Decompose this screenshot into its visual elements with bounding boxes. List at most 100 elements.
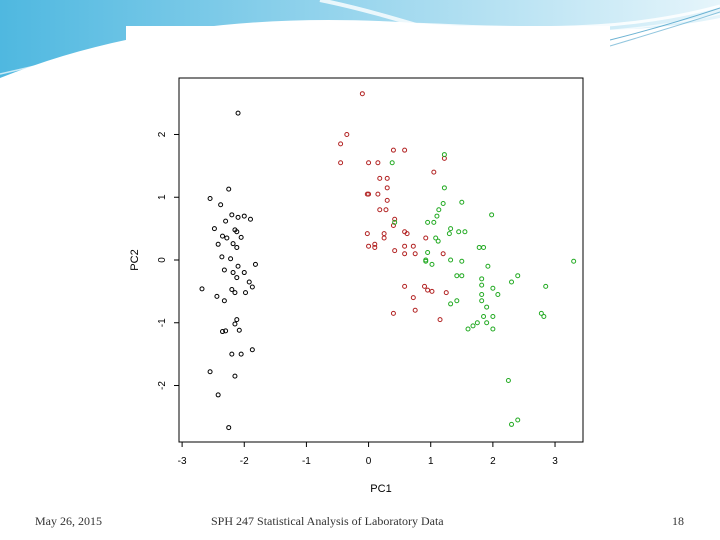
data-point (490, 285, 496, 291)
data-point (479, 292, 485, 298)
header-swoosh (0, 0, 720, 78)
data-point (448, 301, 454, 307)
data-point (422, 283, 428, 289)
x-tick-label: 3 (552, 456, 558, 467)
data-point (229, 286, 235, 292)
data-point (484, 320, 490, 326)
data-point (446, 231, 452, 237)
data-point (515, 417, 521, 423)
data-point (476, 244, 482, 250)
data-point (364, 231, 370, 237)
data-point (230, 241, 236, 247)
data-point (429, 288, 435, 294)
footer-title: SPH 247 Statistical Analysis of Laborato… (211, 514, 444, 528)
data-point (372, 244, 378, 250)
data-point (215, 392, 221, 398)
data-point (437, 317, 443, 323)
data-point (232, 321, 238, 327)
data-point (485, 263, 491, 269)
data-point (359, 91, 365, 97)
data-point (402, 243, 408, 249)
x-tick-label: 2 (490, 456, 496, 467)
data-point (243, 290, 249, 296)
data-point (219, 254, 225, 260)
data-point (441, 185, 447, 191)
data-point (423, 258, 429, 264)
data-point (431, 169, 437, 175)
data-point (224, 235, 230, 241)
data-point (236, 327, 242, 333)
data-point (229, 351, 235, 357)
data-point (214, 293, 220, 299)
data-point (412, 307, 418, 313)
data-point (454, 298, 460, 304)
data-point (390, 147, 396, 153)
data-point (474, 320, 480, 326)
data-point (479, 298, 485, 304)
data-point (366, 243, 372, 249)
data-point (410, 295, 416, 301)
data-point (215, 241, 221, 247)
data-point (226, 186, 232, 192)
data-point (490, 326, 496, 332)
data-point (241, 270, 247, 276)
footer-date: May 26, 2015 (35, 514, 102, 528)
data-point (541, 313, 547, 319)
data-point (470, 323, 476, 329)
data-point (425, 287, 431, 293)
y-tick-label: 0 (157, 257, 168, 263)
data-point (425, 219, 431, 225)
data-point (495, 292, 501, 298)
data-point (448, 257, 454, 263)
data-point (425, 249, 431, 255)
pca-scatter-plot: -3 -2 -1 0 1 2 3 -2 -1 0 1 2 PC1 PC2 (129, 77, 584, 495)
data-point (377, 175, 383, 181)
data-point (247, 216, 253, 222)
data-point (235, 110, 241, 116)
x-tick-label: -2 (240, 456, 249, 467)
data-point (221, 267, 227, 273)
data-point (207, 195, 213, 201)
slide-number: 18 (672, 514, 684, 528)
data-point (479, 282, 485, 288)
data-point (228, 256, 234, 262)
data-point (431, 219, 437, 225)
data-point (364, 191, 370, 197)
data-point (435, 238, 441, 244)
data-point (462, 229, 468, 235)
data-point (489, 212, 495, 218)
data-point (505, 377, 511, 383)
plot-frame (178, 77, 584, 443)
data-point (223, 328, 229, 334)
data-point (481, 313, 487, 319)
data-point (383, 207, 389, 213)
data-point (412, 251, 418, 257)
data-point (441, 152, 447, 158)
data-point (459, 199, 465, 205)
data-point (392, 216, 398, 222)
y-tick-label: 2 (157, 131, 168, 137)
data-point (390, 310, 396, 316)
data-point (381, 231, 387, 237)
y-tick-label: -1 (157, 318, 168, 327)
data-point (459, 273, 465, 279)
data-point (238, 351, 244, 357)
data-point (220, 233, 226, 239)
data-point (571, 258, 577, 264)
data-point (375, 160, 381, 166)
data-point (366, 160, 372, 166)
data-point (392, 219, 398, 225)
data-point (338, 141, 344, 147)
data-point (429, 261, 435, 267)
data-point (207, 369, 213, 375)
data-point (234, 244, 240, 250)
y-tick-label: -2 (157, 381, 168, 390)
data-point (465, 326, 471, 332)
data-point (490, 313, 496, 319)
data-point (392, 248, 398, 254)
data-point (218, 202, 224, 208)
y-axis-label: PC2 (129, 249, 141, 270)
data-point (249, 284, 255, 290)
data-point (226, 425, 232, 431)
y-tick-label: 1 (157, 194, 168, 200)
